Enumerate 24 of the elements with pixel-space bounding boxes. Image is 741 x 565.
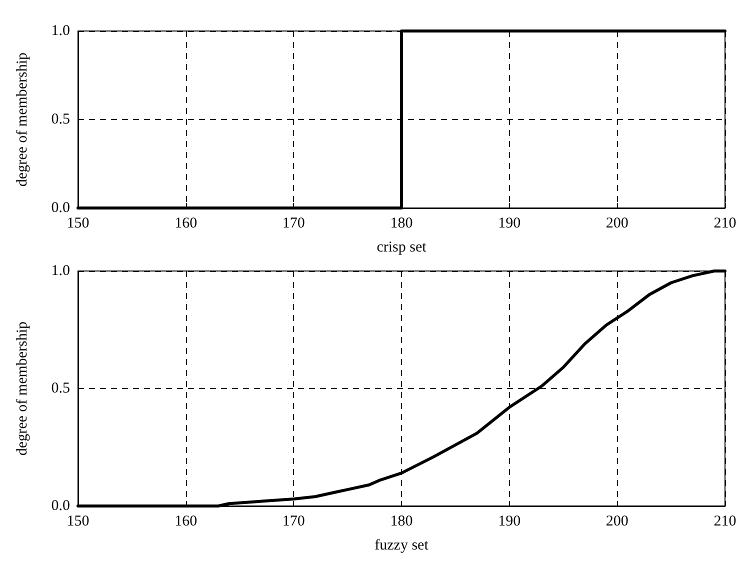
x-tick-label: 200 [606,216,628,232]
y-tick-label: 0.0 [51,498,70,514]
x-tick-label: 210 [714,216,736,232]
x-tick-label: 170 [282,514,305,530]
x-tick-label: 160 [174,514,198,530]
x-tick-label: 160 [174,216,198,232]
x-tick-label: 210 [714,514,736,530]
x-tick-label: 200 [606,514,628,530]
y-axis-title: degree of membership [14,321,30,456]
x-tick-label: 190 [498,216,521,232]
x-tick-label: 170 [282,216,305,232]
x-axis-title: crisp set [376,240,428,256]
y-tick-label: 1.0 [51,23,70,39]
y-axis-title: degree of membership [14,52,30,187]
x-tick-label: 180 [390,216,413,232]
y-tick-label: 0.5 [51,112,70,128]
y-tick-label: 0.0 [51,200,70,216]
x-tick-label: 150 [66,514,90,530]
y-tick-label: 0.5 [51,380,70,396]
x-tick-label: 150 [66,216,90,232]
x-tick-label: 180 [390,514,413,530]
x-tick-label: 190 [498,514,521,530]
y-tick-label: 1.0 [51,263,70,279]
x-axis-title: fuzzy set [374,538,430,554]
